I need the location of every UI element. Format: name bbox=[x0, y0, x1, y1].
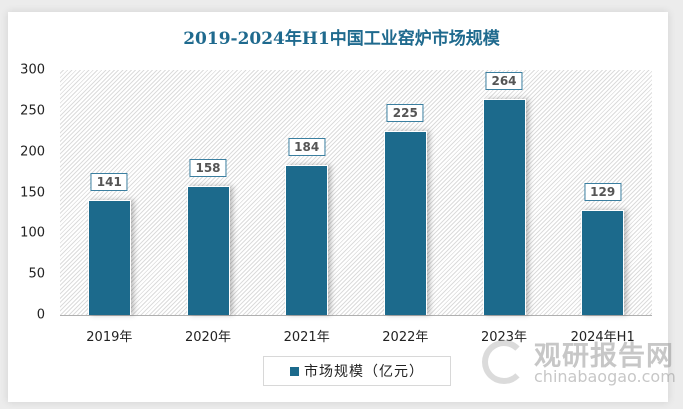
legend: 市场规模（亿元） bbox=[263, 356, 451, 386]
data-label: 225 bbox=[386, 104, 424, 123]
y-tick-label: 200 bbox=[20, 144, 45, 160]
y-tick-label: 250 bbox=[20, 103, 45, 119]
x-tick-label: 2022年 bbox=[382, 330, 429, 345]
data-label: 264 bbox=[485, 72, 523, 91]
plot-area bbox=[60, 70, 652, 316]
bar bbox=[186, 185, 230, 315]
x-tick-label: 2021年 bbox=[283, 330, 330, 345]
y-tick-label: 0 bbox=[36, 307, 45, 323]
bar bbox=[482, 99, 526, 315]
data-label: 158 bbox=[189, 158, 227, 177]
data-label: 184 bbox=[288, 137, 326, 156]
y-tick-label: 300 bbox=[20, 62, 45, 78]
legend-swatch-icon bbox=[290, 366, 299, 376]
bar bbox=[285, 164, 329, 315]
bar bbox=[87, 199, 131, 315]
y-tick-label: 150 bbox=[20, 185, 45, 200]
bar bbox=[581, 209, 625, 315]
chart-title: 2019-2024年H1中国工业窑炉市场规模 bbox=[183, 29, 500, 49]
x-tick-label: 2023年 bbox=[480, 330, 528, 345]
bar bbox=[383, 131, 427, 315]
data-label: 141 bbox=[90, 172, 128, 191]
y-tick-label: 100 bbox=[20, 225, 45, 241]
x-tick-label: 2019年 bbox=[86, 330, 133, 345]
data-label: 129 bbox=[584, 182, 622, 201]
x-tick-label: 2020年 bbox=[184, 330, 232, 345]
legend-label: 市场规模（亿元） bbox=[304, 364, 424, 380]
x-tick-label: 2024年H1 bbox=[570, 330, 635, 345]
y-tick-label: 50 bbox=[28, 266, 45, 282]
